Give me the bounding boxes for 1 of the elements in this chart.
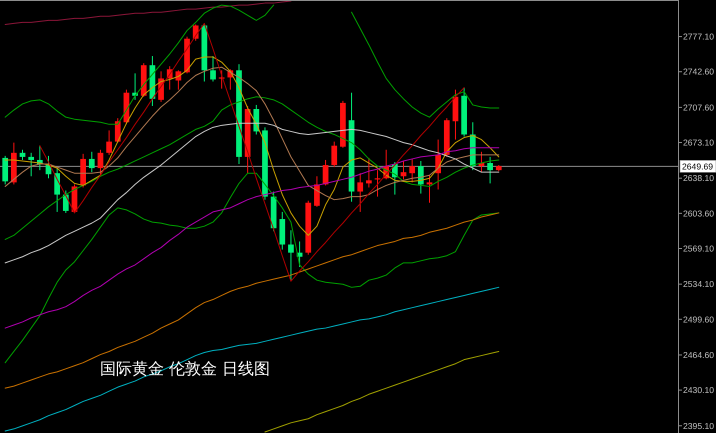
ref-line-label: 2649.69 bbox=[682, 161, 714, 172]
